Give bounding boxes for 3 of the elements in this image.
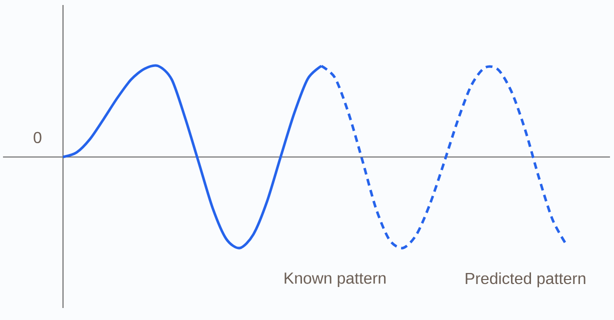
x-tick-label: Predicted pattern (466, 272, 586, 288)
x-tick-label: Known pattern (284, 272, 386, 288)
text: 0 (34, 132, 42, 144)
